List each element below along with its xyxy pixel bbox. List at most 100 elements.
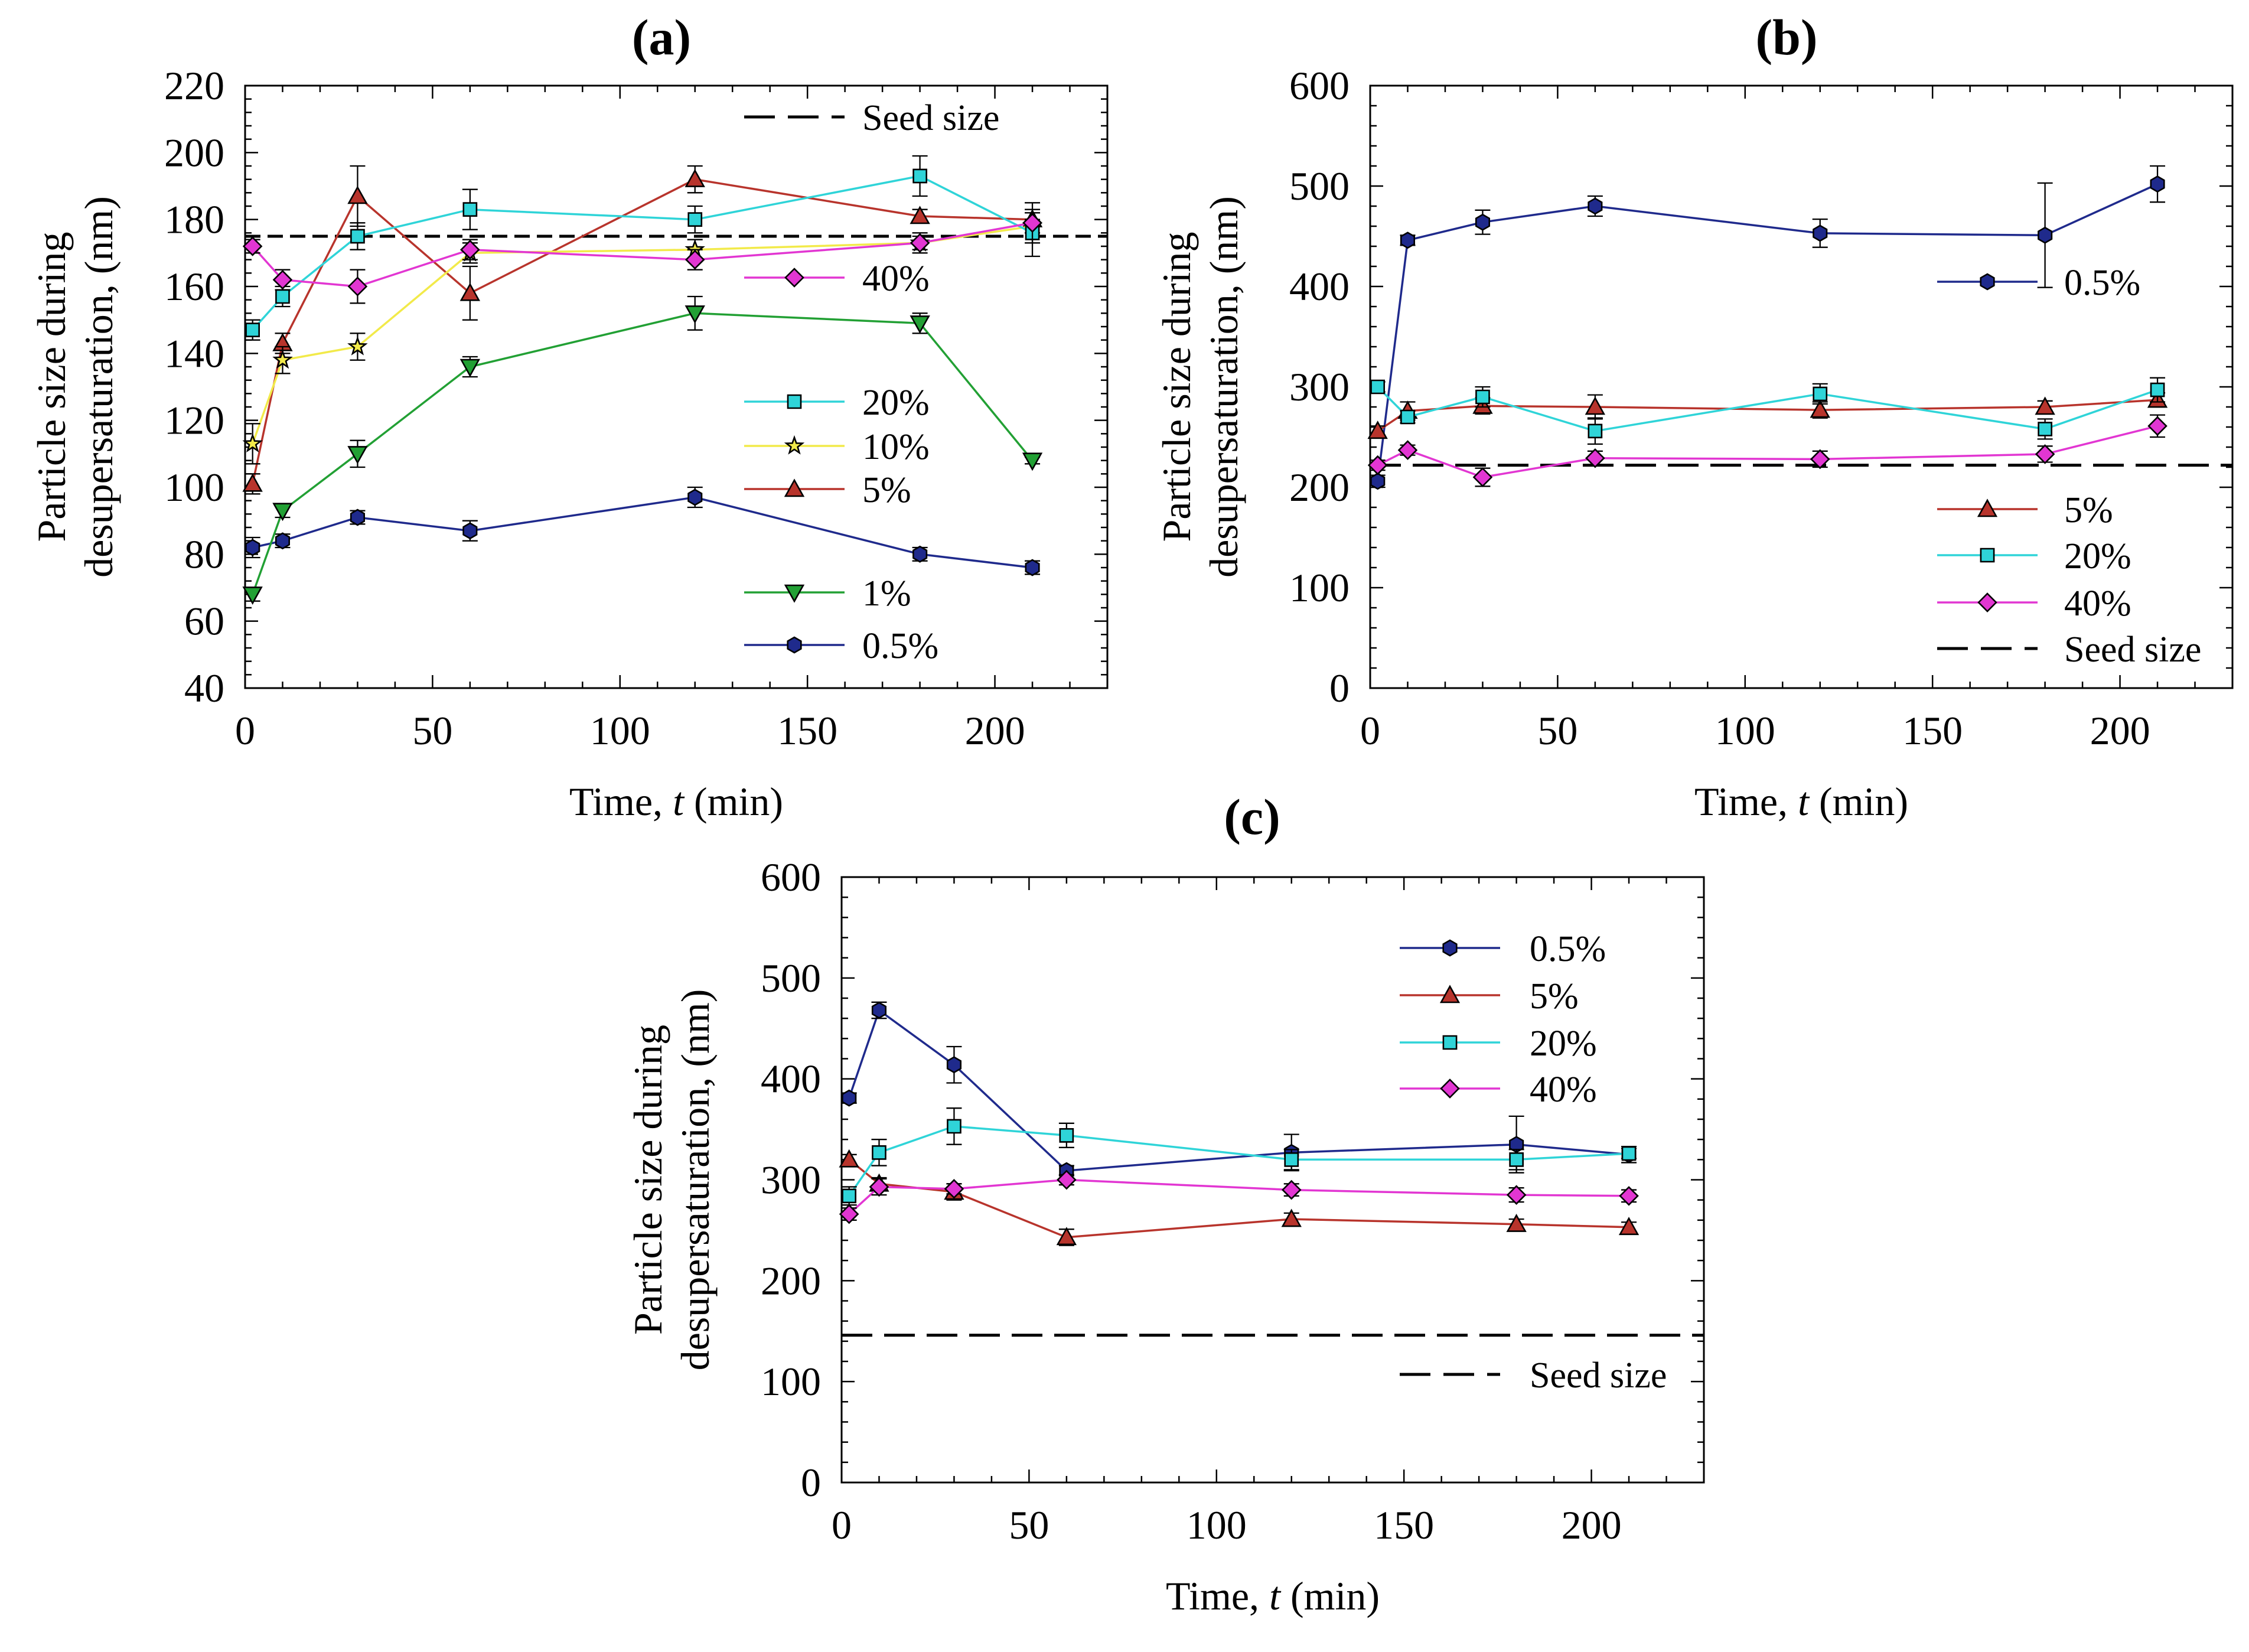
data-point [347,446,368,464]
data-point [685,305,705,324]
y-axis-title-line2: desupersaturation, (nm) [76,196,121,578]
x-tick-label: 50 [1009,1503,1049,1547]
x-axis-title-part: Time, [569,779,673,824]
y-axis-title-line1: Particle size during [29,232,74,542]
legend-swatch-marker [787,394,802,409]
legend-label: 5% [862,470,911,510]
legend-swatch-marker [1439,985,1461,1003]
legend-label: 20% [2064,536,2131,576]
data-point [1813,386,1828,402]
plot-frame [244,84,1109,689]
chart-panel-b: (b) 0 50 100 150 200 0 100 200 300 400 500 600 Time, … [1154,9,2234,824]
x-tick-label: 0 [235,708,255,753]
legend-swatch-marker [784,435,805,455]
data-point [1509,1152,1524,1167]
data-point [910,233,930,253]
x-tick-label: 200 [1562,1503,1622,1547]
data-point [1810,449,1830,470]
legend-swatch-marker [787,636,802,654]
data-point [1810,399,1830,418]
series-0-5pct [245,486,1041,576]
data-point [2035,444,2055,464]
legend-label: Seed size [2064,630,2201,670]
legend-label: 0.5% [2064,263,2140,303]
x-tick-label: 150 [1374,1503,1434,1547]
x-axis-title-part: (min) [1809,779,1908,824]
data-point [462,522,478,540]
y-tick-label: 100 [761,1359,821,1404]
data-point [347,276,368,296]
data-point [687,212,703,227]
data-point [1813,224,1828,242]
data-point [1022,452,1043,471]
y-tick-label: 80 [184,532,224,576]
series-40pct [1367,414,2167,487]
x-tick-label: 50 [412,708,452,753]
legend-label: 10% [862,427,930,467]
chart-panel-c: (c) 0 50 100 150 200 0 100 200 300 400 500 600 Time, … [625,788,1705,1618]
data-point [1472,467,1493,487]
data-point [912,545,928,563]
legend-label: Seed size [1530,1356,1667,1396]
x-tick-label: 150 [777,708,837,753]
legend-swatch-marker [784,584,805,603]
data-point [2038,226,2053,244]
legend: Seed size 40% 20%10%5% 1% 0.5% [744,98,999,666]
x-tick-label: 0 [1360,708,1380,753]
data-point [839,1204,859,1224]
series-0-5pct [1370,165,2166,490]
data-point [1370,379,1385,395]
legend-label: 5% [2064,490,2113,530]
y-tick-label: 120 [164,398,224,443]
data-point [1370,473,1386,490]
data-point [2150,382,2165,397]
data-point [275,289,290,304]
data-point [1397,440,1418,460]
data-point [1400,409,1415,425]
series-20pct [841,1107,1637,1206]
x-axis-title-part: (min) [684,779,783,824]
x-tick-label: 150 [1902,708,1963,753]
y-tick-label: 100 [164,465,224,510]
legend-swatch-marker [784,478,805,497]
y-axis-title-line1: Particle size during [1154,232,1199,542]
series-0-5pct [841,1001,1637,1179]
legend-swatch-marker [1440,1078,1460,1099]
x-tick-label: 200 [2090,708,2150,753]
data-point [869,1177,889,1197]
y-tick-label: 200 [1289,465,1350,510]
data-point [1281,1179,1302,1200]
data-point [842,1188,856,1204]
data-point [687,488,703,506]
data-point [685,249,705,270]
data-point [350,229,365,244]
data-point [272,349,293,369]
data-point [1281,1208,1302,1227]
data-point [1621,1146,1637,1161]
legend-swatch-marker [1980,273,1995,291]
panel-title: (a) [632,9,691,66]
data-point [1284,1152,1299,1167]
data-point [872,1145,886,1160]
panel-title: (c) [1224,788,1280,845]
data-point [2150,175,2165,193]
data-point [842,1089,857,1107]
y-tick-label: 140 [164,331,224,376]
x-axis-title-part: t [1269,1573,1282,1618]
legend-swatch-marker [1977,498,1998,517]
data-point [275,532,291,550]
data-point [1588,197,1603,215]
legend-label: 20% [1530,1024,1597,1064]
data-point [242,236,263,256]
data-point [912,168,927,184]
y-tick-label: 180 [164,197,224,242]
legend-label: Seed size [862,98,999,138]
data-point [1022,213,1042,233]
x-axis-title-part: t [1798,779,1810,824]
legend-label: 0.5% [862,626,938,666]
y-tick-label: 200 [164,130,224,175]
series-1pct [242,295,1043,605]
data-point [460,239,480,260]
data-point [839,1149,859,1168]
